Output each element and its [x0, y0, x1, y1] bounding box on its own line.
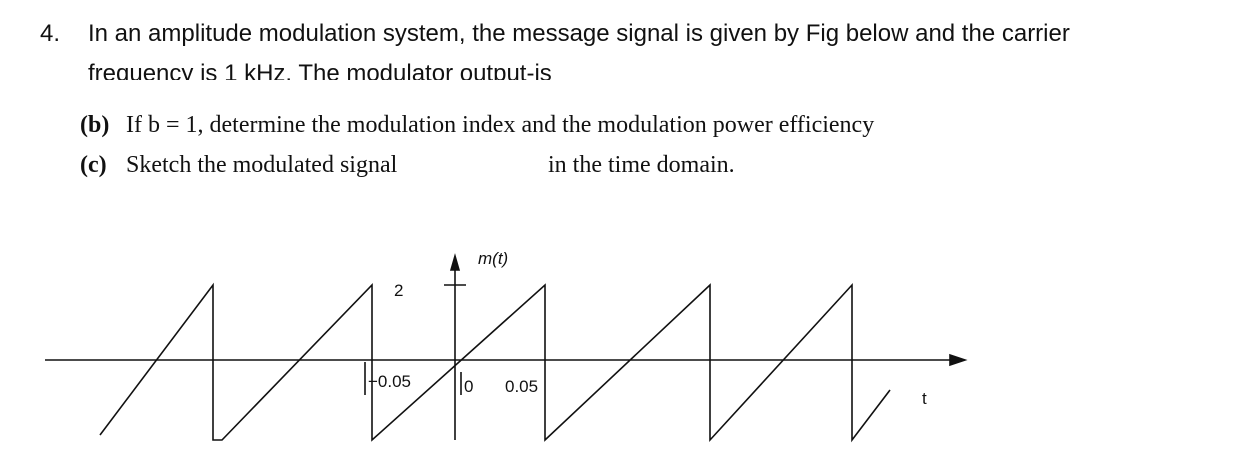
tick-label: −0.05	[368, 372, 411, 391]
amplitude-label: 2	[394, 281, 403, 300]
part-text: Sketch the modulated signal	[126, 152, 398, 178]
part-label: (c)	[80, 152, 107, 178]
axis-arrow	[949, 353, 968, 367]
axis-arrow	[449, 253, 461, 271]
tick-label: 0.05	[505, 377, 538, 396]
part-text: If b = 1, determine the modulation index…	[126, 112, 875, 138]
part-text: in the time domain.	[548, 152, 735, 178]
question-text: frequency is 1 kHz. The modulator output…	[88, 60, 552, 80]
part-label: (b)	[80, 112, 110, 138]
sawtooth	[99, 282, 891, 443]
tick-label: 0	[464, 377, 473, 396]
y-label: m(t)	[478, 249, 508, 268]
x-label: t	[922, 389, 927, 408]
question-number: 4.	[40, 20, 61, 47]
question-text: In an amplitude modulation system, the m…	[88, 20, 1070, 47]
